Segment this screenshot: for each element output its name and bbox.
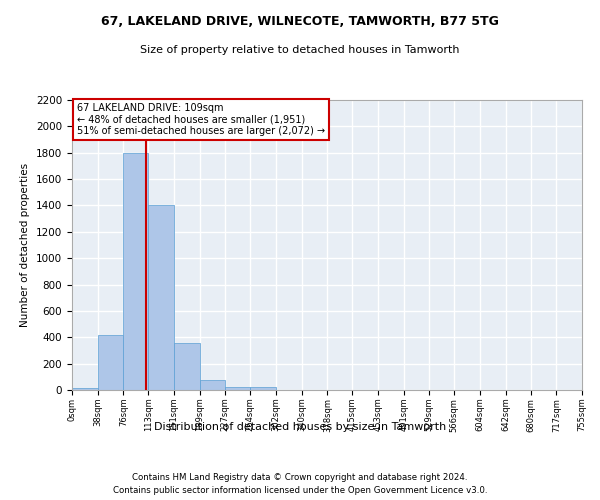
Bar [250, 388, 276, 390]
Bar [124, 152, 148, 390]
Text: Contains public sector information licensed under the Open Government Licence v3: Contains public sector information licen… [113, 486, 487, 495]
Bar [148, 206, 174, 390]
Text: 67, LAKELAND DRIVE, WILNECOTE, TAMWORTH, B77 5TG: 67, LAKELAND DRIVE, WILNECOTE, TAMWORTH,… [101, 15, 499, 28]
Bar [72, 388, 98, 390]
Text: Distribution of detached houses by size in Tamworth: Distribution of detached houses by size … [154, 422, 446, 432]
Bar [200, 380, 226, 390]
Text: Contains HM Land Registry data © Crown copyright and database right 2024.: Contains HM Land Registry data © Crown c… [132, 472, 468, 482]
Bar [98, 334, 124, 390]
Bar [226, 386, 250, 390]
Text: 67 LAKELAND DRIVE: 109sqm
← 48% of detached houses are smaller (1,951)
51% of se: 67 LAKELAND DRIVE: 109sqm ← 48% of detac… [77, 103, 325, 136]
Y-axis label: Number of detached properties: Number of detached properties [20, 163, 31, 327]
Text: Size of property relative to detached houses in Tamworth: Size of property relative to detached ho… [140, 45, 460, 55]
Bar [174, 343, 200, 390]
